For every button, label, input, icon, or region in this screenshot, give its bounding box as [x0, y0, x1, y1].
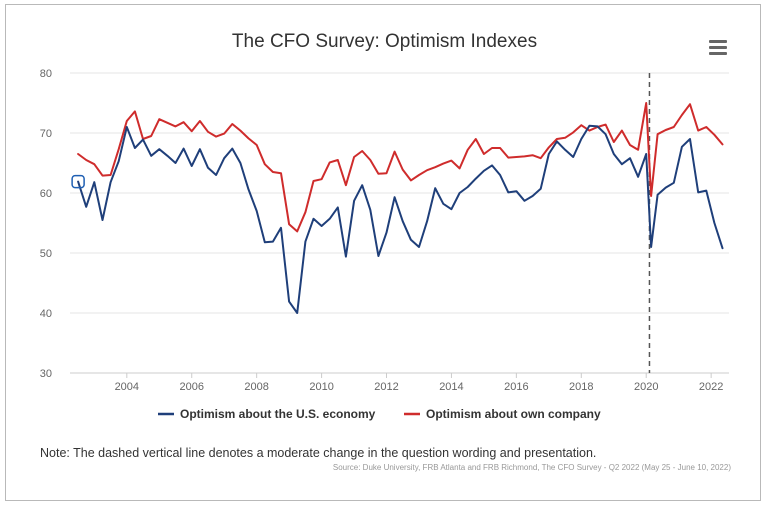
- chart-source: Source: Duke University, FRB Atlanta and…: [332, 463, 731, 472]
- series-line-us-economy: [77, 124, 724, 314]
- x-tick-label: 2012: [374, 381, 398, 393]
- series-line-own-company: [77, 102, 724, 233]
- x-tick-label: 2010: [309, 381, 333, 393]
- x-tick-label: 2006: [179, 381, 203, 393]
- y-tick-label: 60: [40, 188, 52, 200]
- x-tick-label: 2008: [244, 381, 268, 393]
- x-tick-label: 2018: [569, 381, 593, 393]
- x-tick-label: 2014: [439, 381, 463, 393]
- y-tick-label: 80: [40, 68, 52, 80]
- x-tick-label: 2022: [699, 381, 723, 393]
- highlighted-point-marker: [71, 174, 85, 189]
- y-tick-label: 50: [40, 248, 52, 260]
- chart-title: The CFO Survey: Optimism Indexes: [231, 31, 538, 52]
- y-tick-label: 30: [40, 368, 52, 380]
- x-tick-label: 2004: [115, 381, 139, 393]
- chart-note: Note: The dashed vertical line denotes a…: [40, 446, 597, 460]
- y-tick-label: 40: [40, 308, 52, 320]
- legend-item-us-economy: Optimism about the U.S. economy: [180, 407, 376, 421]
- y-tick-label: 70: [40, 128, 52, 140]
- hamburger-menu-icon[interactable]: [709, 40, 727, 56]
- legend-item-own-company: Optimism about own company: [426, 407, 601, 421]
- x-tick-label: 2016: [504, 381, 528, 393]
- x-tick-label: 2020: [634, 381, 658, 393]
